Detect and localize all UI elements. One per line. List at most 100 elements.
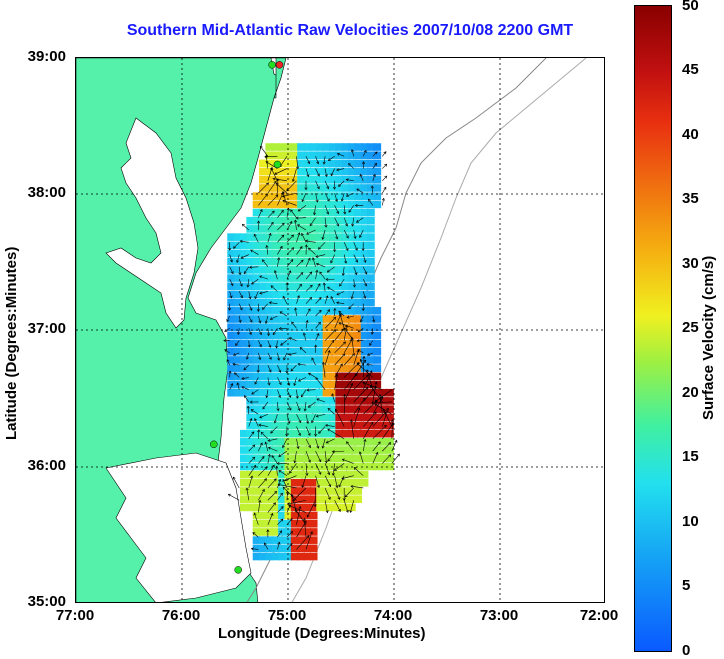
velocity-arrow [318,426,326,434]
velocity-arrow [248,315,253,323]
velocity-cell [309,241,318,250]
velocity-arrow-head [232,353,237,356]
velocity-arrow-head [318,471,322,475]
colorbar-tick: 5 [682,577,691,594]
velocity-cell [227,298,235,307]
velocity-arrow-head [333,249,337,253]
velocity-arrow-head [309,223,313,227]
velocity-arrow [282,192,297,197]
velocity-cell [367,282,375,291]
velocity-arrow [305,297,312,304]
velocity-cell [297,274,305,282]
velocity-cell [348,307,356,315]
velocity-arrow [303,332,307,341]
velocity-cell [259,552,267,561]
colorbar-tick: 0 [682,642,691,659]
velocity-cell [329,167,337,176]
velocity-cell [239,249,248,258]
velocity-arrow [235,340,240,346]
velocity-cell [227,364,235,372]
velocity-arrow [343,325,348,341]
velocity-arrow-head [301,199,305,203]
velocity-arrow [262,401,269,410]
velocity-arrow-head [288,337,292,341]
velocity-arrow [348,303,354,310]
velocity-arrow [267,181,277,194]
velocity-cell [354,233,363,241]
velocity-cell [379,421,388,430]
velocity-cell [278,323,286,332]
velocity-cell [284,257,293,266]
velocity-cell [227,282,235,291]
velocity-arrow [258,442,263,452]
velocity-arrow-head [313,504,317,508]
velocity-arrow-head [281,222,285,226]
velocity-cell [367,429,375,438]
station-markers [210,61,284,574]
velocity-cell [335,315,343,323]
velocity-arrow [270,168,278,181]
velocity-arrow [305,271,313,280]
velocity-arrow [344,327,354,341]
velocity-cell [303,552,312,561]
velocity-cell [386,405,394,413]
velocity-cell [309,503,318,512]
velocity-cell [354,470,363,479]
velocity-arrow [258,500,261,513]
velocity-cell [246,438,254,446]
velocity-arrow [261,432,269,440]
velocity-cell [252,519,261,528]
velocity-cell [309,266,318,274]
velocity-cell [290,552,299,561]
velocity-arrow [296,284,302,292]
velocity-cell [227,331,235,340]
velocity-cell [335,388,343,397]
velocity-cell [329,331,337,340]
velocity-arrow-head [308,445,311,449]
velocity-arrow-head [336,292,340,296]
velocity-cell [239,339,248,348]
velocity-cell [335,421,343,430]
velocity-arrow [346,315,354,318]
velocity-cell [316,380,324,389]
velocity-cell [284,192,293,200]
velocity-cell [259,175,267,184]
velocity-arrow-head [374,399,378,403]
velocity-cell [265,438,274,446]
velocity-arrow [357,328,364,333]
velocity-cell [259,372,267,381]
velocity-cell [278,249,286,258]
velocity-arrow-head [316,332,320,337]
velocity-arrow [348,205,354,213]
velocity-arrow-head [253,233,257,237]
velocity-arrow [360,359,364,366]
velocity-arrow [372,163,377,169]
velocity-cell [348,331,356,340]
velocity-arrow-head [340,198,344,202]
velocity-cell [348,257,356,266]
velocity-cell [348,315,356,323]
velocity-cell [265,290,274,299]
velocity-cell [278,454,286,463]
velocity-cell [329,143,337,151]
velocity-arrow-head [309,271,313,275]
velocity-cell [348,298,356,307]
velocity-cell [259,241,267,250]
velocity-arrow-head [343,211,347,215]
velocity-arrow-head [281,234,285,238]
velocity-cell [322,216,331,225]
velocity-arrow-head [297,407,301,411]
velocity-cell [227,233,235,241]
velocity-arrow-head [344,494,348,498]
velocity-cell [309,290,318,299]
velocity-cell [303,446,312,454]
velocity-arrow [260,145,269,157]
velocity-cell [265,421,274,430]
velocity-arrow [243,266,250,274]
velocity-arrow-head [318,459,322,463]
velocity-cell [265,552,274,561]
velocity-cell [360,307,369,315]
velocity-arrow [382,198,385,206]
velocity-cell [360,143,369,151]
velocity-cell [341,487,350,495]
